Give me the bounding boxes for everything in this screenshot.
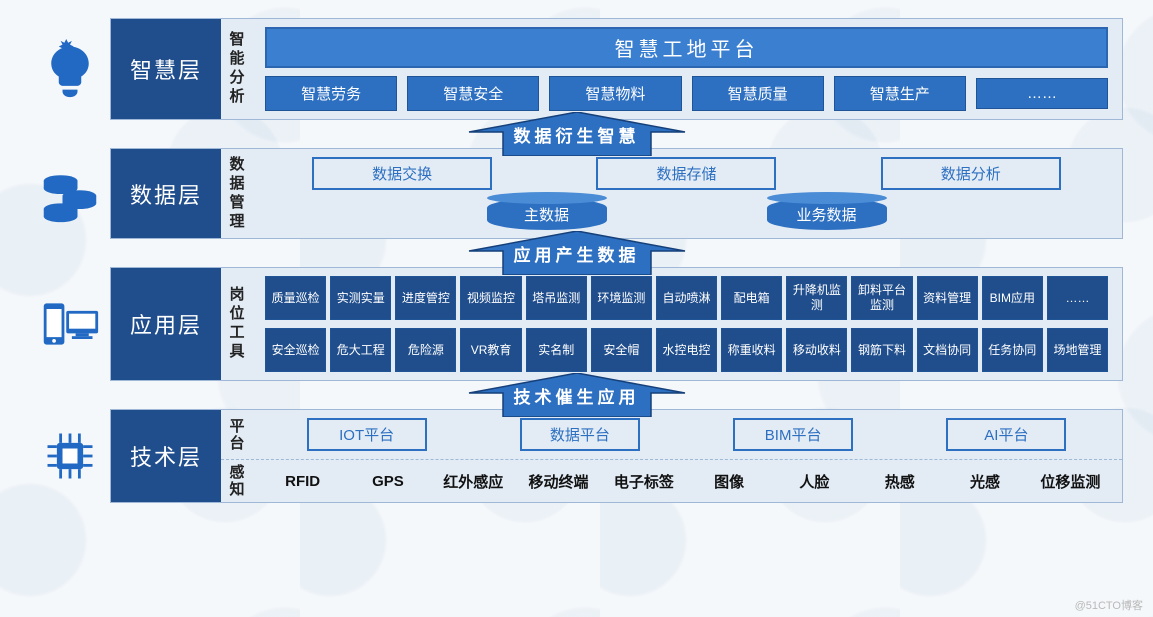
- app-module: ……: [1047, 276, 1108, 320]
- wisdom-module: 智慧物料: [549, 76, 681, 111]
- tech-layer-row: 技术层 平台 IOT平台 数据平台 BIM平台 AI平台 感知 RFID GPS 红外感应…: [30, 409, 1123, 503]
- wisdom-module: 智慧生产: [834, 76, 966, 111]
- wisdom-banner-row: 智慧工地平台: [265, 27, 1108, 68]
- wisdom-module: ……: [976, 78, 1108, 109]
- app-module: 危险源: [395, 328, 456, 372]
- data-top-row: 数据交换 数据存储 数据分析: [265, 157, 1108, 190]
- app-icon: [30, 267, 110, 381]
- app-layer-title: 应用层: [111, 268, 221, 380]
- tech-platform: BIM平台: [733, 418, 853, 451]
- app-module: 钢筋下料: [851, 328, 912, 372]
- app-module: VR教育: [460, 328, 521, 372]
- app-module: 文档协同: [917, 328, 978, 372]
- wisdom-module: 智慧质量: [692, 76, 824, 111]
- tech-sense-item: 电子标签: [606, 471, 681, 492]
- tech-sense-row: RFID GPS 红外感应移动终端电子标签图像人脸热感光感位移监测: [251, 460, 1122, 502]
- app-module: 安全巡检: [265, 328, 326, 372]
- tech-sense-item: 热感: [862, 471, 937, 492]
- wisdom-icon: [30, 18, 110, 120]
- tech-sense-item: 位移监测: [1033, 471, 1108, 492]
- app-row-1: 质量巡检实测实量进度管控视频监控塔吊监测环境监测自动喷淋配电箱升降机监测卸料平台…: [265, 276, 1108, 320]
- app-module: 水控电控: [656, 328, 717, 372]
- tech-sense-item: 图像: [691, 471, 766, 492]
- app-layer-body: 质量巡检实测实量进度管控视频监控塔吊监测环境监测自动喷淋配电箱升降机监测卸料平台…: [251, 268, 1122, 380]
- app-module: 环境监测: [591, 276, 652, 320]
- app-module: 视频监控: [460, 276, 521, 320]
- app-module: 资料管理: [917, 276, 978, 320]
- tech-platform: IOT平台: [307, 418, 427, 451]
- tech-platform-section: 平台 IOT平台 数据平台 BIM平台 AI平台: [221, 410, 1122, 459]
- data-module: 数据交换: [312, 157, 492, 190]
- tech-sense-item: 移动终端: [521, 471, 596, 492]
- app-module: BIM应用: [982, 276, 1043, 320]
- wisdom-banner: 智慧工地平台: [265, 27, 1108, 68]
- app-module: 配电箱: [721, 276, 782, 320]
- wisdom-sub-label: 智能分析: [221, 19, 251, 119]
- tech-sense-item: 人脸: [777, 471, 852, 492]
- app-row-2: 安全巡检危大工程危险源VR教育实名制安全帽水控电控称重收料移动收料钢筋下料文档协…: [265, 328, 1108, 372]
- tech-platform: AI平台: [946, 418, 1066, 451]
- app-module: 进度管控: [395, 276, 456, 320]
- tech-icon: [30, 409, 110, 503]
- app-module: 移动收料: [786, 328, 847, 372]
- wisdom-modules-row: 智慧劳务智慧安全智慧物料智慧质量智慧生产 ……: [265, 76, 1108, 111]
- app-module: 称重收料: [721, 328, 782, 372]
- data-module: 数据分析: [881, 157, 1061, 190]
- arrow-2-wrap: 应用产生数据: [30, 231, 1123, 275]
- wisdom-module: 智慧安全: [407, 76, 539, 111]
- data-cylinder: 主数据: [487, 198, 607, 230]
- data-cylinder: 业务数据: [767, 198, 887, 230]
- tech-sections: 平台 IOT平台 数据平台 BIM平台 AI平台 感知 RFID GPS 红外感应移动终端…: [221, 410, 1122, 502]
- tech-layer-title: 技术层: [111, 410, 221, 502]
- app-module: 实名制: [526, 328, 587, 372]
- app-sub-label: 岗位工具: [221, 268, 251, 380]
- tech-sense-item: GPS: [350, 473, 425, 490]
- data-layer-title: 数据层: [111, 149, 221, 238]
- wisdom-module: 智慧劳务: [265, 76, 397, 111]
- tech-sense-item: RFID: [265, 473, 340, 490]
- data-icon: [30, 148, 110, 239]
- app-module: 质量巡检: [265, 276, 326, 320]
- architecture-diagram: 智慧层 智能分析 智慧工地平台 智慧劳务智慧安全智慧物料智慧质量智慧生产 …… 数…: [0, 0, 1153, 519]
- app-module: 任务协同: [982, 328, 1043, 372]
- arrow-3-label: 技术催生应用: [514, 383, 640, 408]
- tech-sense-item: 光感: [947, 471, 1022, 492]
- data-layer: 数据层 数据管理 数据交换 数据存储 数据分析 主数据 业务数据: [110, 148, 1123, 239]
- app-layer: 应用层 岗位工具 质量巡检实测实量进度管控视频监控塔吊监测环境监测自动喷淋配电箱…: [110, 267, 1123, 381]
- app-module: 自动喷淋: [656, 276, 717, 320]
- arrow-2-label: 应用产生数据: [514, 241, 640, 266]
- wisdom-layer: 智慧层 智能分析 智慧工地平台 智慧劳务智慧安全智慧物料智慧质量智慧生产 ……: [110, 18, 1123, 120]
- app-module: 危大工程: [330, 328, 391, 372]
- data-module: 数据存储: [596, 157, 776, 190]
- data-sub-label: 数据管理: [221, 149, 251, 238]
- tech-layer: 技术层 平台 IOT平台 数据平台 BIM平台 AI平台 感知 RFID GPS 红外感应…: [110, 409, 1123, 503]
- app-layer-row: 应用层 岗位工具 质量巡检实测实量进度管控视频监控塔吊监测环境监测自动喷淋配电箱…: [30, 267, 1123, 381]
- app-module: 安全帽: [591, 328, 652, 372]
- arrow-up-3: 技术催生应用: [457, 373, 697, 417]
- wisdom-layer-row: 智慧层 智能分析 智慧工地平台 智慧劳务智慧安全智慧物料智慧质量智慧生产 ……: [30, 18, 1123, 120]
- tech-sense-label: 感知: [221, 460, 251, 502]
- arrow-1-wrap: 数据衍生智慧: [30, 112, 1123, 156]
- data-cylinder-row: 主数据 业务数据: [265, 198, 1108, 230]
- wisdom-layer-body: 智慧工地平台 智慧劳务智慧安全智慧物料智慧质量智慧生产 ……: [251, 19, 1122, 119]
- arrow-1-label: 数据衍生智慧: [514, 122, 640, 147]
- app-module: 场地管理: [1047, 328, 1108, 372]
- wisdom-layer-title: 智慧层: [111, 19, 221, 119]
- tech-platform-row: IOT平台 数据平台 BIM平台 AI平台: [251, 410, 1122, 459]
- watermark: @51CTO博客: [1075, 597, 1143, 613]
- app-module: 塔吊监测: [526, 276, 587, 320]
- data-layer-body: 数据交换 数据存储 数据分析 主数据 业务数据: [251, 149, 1122, 238]
- tech-sense-item: 红外感应: [436, 471, 511, 492]
- data-layer-row: 数据层 数据管理 数据交换 数据存储 数据分析 主数据 业务数据: [30, 148, 1123, 239]
- tech-platform-label: 平台: [221, 410, 251, 459]
- tech-platform: 数据平台: [520, 418, 640, 451]
- arrow-up-1: 数据衍生智慧: [457, 112, 697, 156]
- tech-sense-section: 感知 RFID GPS 红外感应移动终端电子标签图像人脸热感光感位移监测: [221, 459, 1122, 502]
- arrow-up-2: 应用产生数据: [457, 231, 697, 275]
- arrow-3-wrap: 技术催生应用: [30, 373, 1123, 417]
- app-module: 实测实量: [330, 276, 391, 320]
- app-module: 卸料平台监测: [851, 276, 912, 320]
- app-module: 升降机监测: [786, 276, 847, 320]
